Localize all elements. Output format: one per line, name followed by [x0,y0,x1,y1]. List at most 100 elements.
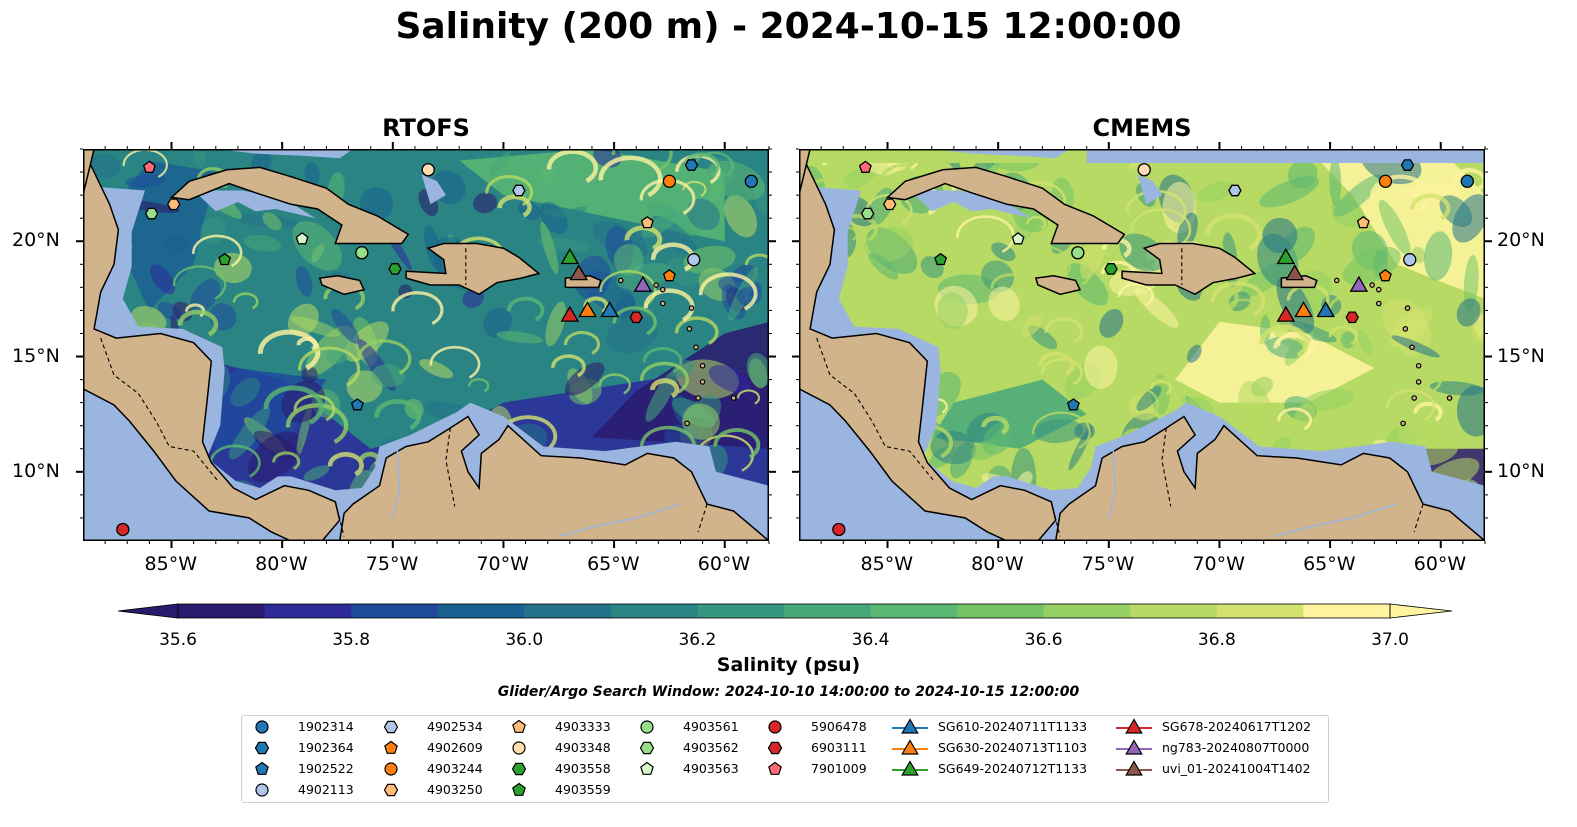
platform-marker [882,198,897,211]
landmass [83,149,95,196]
lat-tick-label-right: 10°N [1497,459,1545,482]
lon-tick-label: 70°W [476,553,529,575]
platform-marker [1345,311,1359,324]
platform-marker [684,159,699,171]
legend-marker-icon [383,720,399,734]
legend-label: SG678-20240617T1202 [1162,719,1312,734]
platform-marker [116,522,130,537]
lon-tick-label: 65°W [1303,553,1356,575]
colorbar-segment [1216,604,1304,618]
legend-label: 4902534 [427,719,483,734]
landmass [885,166,1126,245]
map-frame [799,149,1485,541]
platform-marker [1104,263,1118,275]
colorbar-tick-label: 37.0 [1371,630,1409,650]
legend-label: 4902609 [427,740,483,755]
platform-marker [662,174,677,188]
search-window-caption: Glider/Argo Search Window: 2024-10-10 14… [497,684,1080,700]
legend-label: 4903559 [555,782,611,797]
platform-marker [142,160,156,173]
colorbar-label: Salinity (psu) [716,654,861,676]
legend-label: 4903561 [683,719,739,734]
platform-marker [687,253,701,267]
salinity-colorbar [118,603,1452,619]
colorbar-segment [1303,604,1391,618]
colorbar-segment [697,604,785,618]
platform-marker [388,263,402,275]
cmems-salinity-map [792,142,1492,548]
lat-tick-label-left: 20°N [12,229,60,252]
colorbar-segment [437,604,525,618]
platform-marker [858,160,872,173]
legend-label: 6903111 [811,740,867,755]
legend-marker-icon [892,718,928,734]
platform-marker [1276,305,1296,322]
lat-tick-label-left: 10°N [12,459,60,482]
platform-marker [1228,184,1242,197]
colorbar-tick-label: 36.8 [1197,630,1236,650]
colorbar-segment [264,604,352,618]
platform-marker [600,301,620,318]
panel-title-cmems: CMEMS [1092,114,1192,142]
platform-marker [560,305,580,322]
colorbar-segment [870,604,958,618]
colorbar-segment [1130,604,1218,618]
platform-marker [1137,163,1151,177]
lon-tick-label: 80°W [971,553,1024,575]
colorbar-segment [178,604,266,618]
legend-marker-icon [255,783,269,797]
landmass [1034,275,1082,296]
lat-tick-label-right: 20°N [1497,229,1545,252]
lat-tick-label-left: 15°N [12,344,60,367]
platform-marker [1378,268,1392,282]
colorbar-extend-high [1389,603,1452,619]
platform-marker [662,268,676,282]
platform-marker [1316,301,1336,318]
landmass [799,149,1057,541]
legend-label: 4903558 [555,761,611,776]
colorbar-extend-low [118,603,179,619]
platform-marker [355,246,369,260]
legend-marker-icon [640,720,654,734]
platform-marker [640,215,654,229]
platform-marker [350,398,364,411]
legend-marker-icon [512,719,526,733]
platform-marker [1276,247,1296,265]
platform-marker [560,247,580,265]
lon-tick-label: 60°W [697,553,751,575]
platform-marker [166,198,181,211]
legend-label: SG610-20240711T1133 [938,719,1088,734]
legend-marker-icon [767,741,783,755]
legend-marker-icon [1116,718,1152,734]
platform-marker [744,174,758,188]
legend-marker-icon [512,741,526,755]
legend-label: ng783-20240807T0000 [1162,740,1310,755]
legend-marker-icon [384,740,398,754]
colorbar-tick-label: 36.0 [505,630,544,650]
colorbar-segment [957,604,1045,618]
map-frame [83,149,769,541]
legend-label: 5906478 [811,719,867,734]
lon-tick-label: 70°W [1192,553,1245,575]
platform-marker [633,275,653,292]
legend-marker-icon [254,741,270,755]
legend-label: 1902314 [298,719,354,734]
platform-marker [934,252,948,266]
legend-marker-icon [255,720,269,734]
legend-marker-icon [511,762,527,776]
platform-marker [1066,398,1080,411]
colorbar-tick-label: 36.4 [851,630,890,650]
platform-marker [832,522,846,537]
colorbar-tick-label: 35.6 [159,630,197,650]
legend-label: 4903348 [555,740,611,755]
platform-marker [1011,232,1025,245]
platform-marker [1071,246,1085,260]
main-title: Salinity (200 m) - 2024-10-15 12:00:00 [395,6,1182,47]
platform-marker [578,301,597,318]
legend-label: SG630-20240713T1103 [938,740,1088,755]
legend-marker-icon [255,761,269,775]
legend-marker-icon [768,761,782,775]
legend-marker-icon [512,782,526,796]
lon-tick-label: 60°W [1413,553,1467,575]
platform-marker [218,252,232,266]
